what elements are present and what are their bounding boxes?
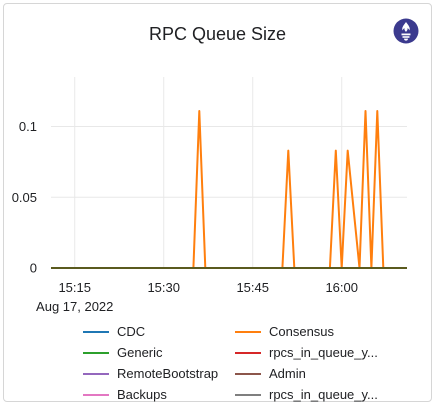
y-tick-label: 0.1 xyxy=(19,119,37,134)
legend-swatch xyxy=(83,330,109,333)
legend-label: Backups xyxy=(117,387,167,402)
x-tick-label: 15:30 xyxy=(147,280,180,295)
legend-item[interactable]: rpcs_in_queue_y... xyxy=(235,343,383,362)
y-tick-label: 0 xyxy=(30,261,37,276)
legend-label: Consensus xyxy=(269,324,335,339)
chart-title: RPC Queue Size xyxy=(148,24,287,44)
prometheus-logo-icon xyxy=(393,18,419,44)
x-tick-label: 16:00 xyxy=(325,280,358,295)
legend-label: Admin xyxy=(269,366,306,381)
legend-swatch xyxy=(83,372,109,375)
chart-legend: CDC Consensus Generic rpcs_in_queue_y... Rem… xyxy=(83,322,383,404)
legend-label: CDC xyxy=(117,324,146,339)
x-tick-label: 15:15 xyxy=(58,280,91,295)
legend-swatch xyxy=(83,393,109,396)
legend-swatch xyxy=(83,351,109,354)
legend-item[interactable]: Admin xyxy=(235,364,383,383)
series-line-consensus xyxy=(51,110,407,269)
x-tick-label: 15:45 xyxy=(236,280,269,295)
legend-item[interactable]: RemoteBootstrap xyxy=(83,364,235,383)
legend-swatch xyxy=(235,372,261,375)
legend-item[interactable]: rpcs_in_queue_y... xyxy=(235,385,383,404)
legend-swatch xyxy=(235,330,261,333)
legend-label: Generic xyxy=(117,345,163,360)
legend-item[interactable]: Consensus xyxy=(235,322,383,341)
chart-panel: RPC Queue Size 15:15 15:30 15:45 16:00 Aug 1… xyxy=(3,3,432,402)
legend-label: rpcs_in_queue_y... xyxy=(269,387,378,402)
y-tick-label: 0.05 xyxy=(12,190,37,205)
x-date-label: Aug 17, 2022 xyxy=(36,299,113,314)
chart-plot-area: 15:15 15:30 15:45 16:00 Aug 17, 2022 0 0.05 0.1 xyxy=(12,77,407,314)
legend-item[interactable]: Generic xyxy=(83,343,235,362)
legend-swatch xyxy=(235,351,261,354)
legend-swatch xyxy=(235,393,261,396)
legend-item[interactable]: CDC xyxy=(83,322,235,341)
legend-item[interactable]: Backups xyxy=(83,385,235,404)
legend-label: rpcs_in_queue_y... xyxy=(269,345,378,360)
legend-label: RemoteBootstrap xyxy=(117,366,219,381)
